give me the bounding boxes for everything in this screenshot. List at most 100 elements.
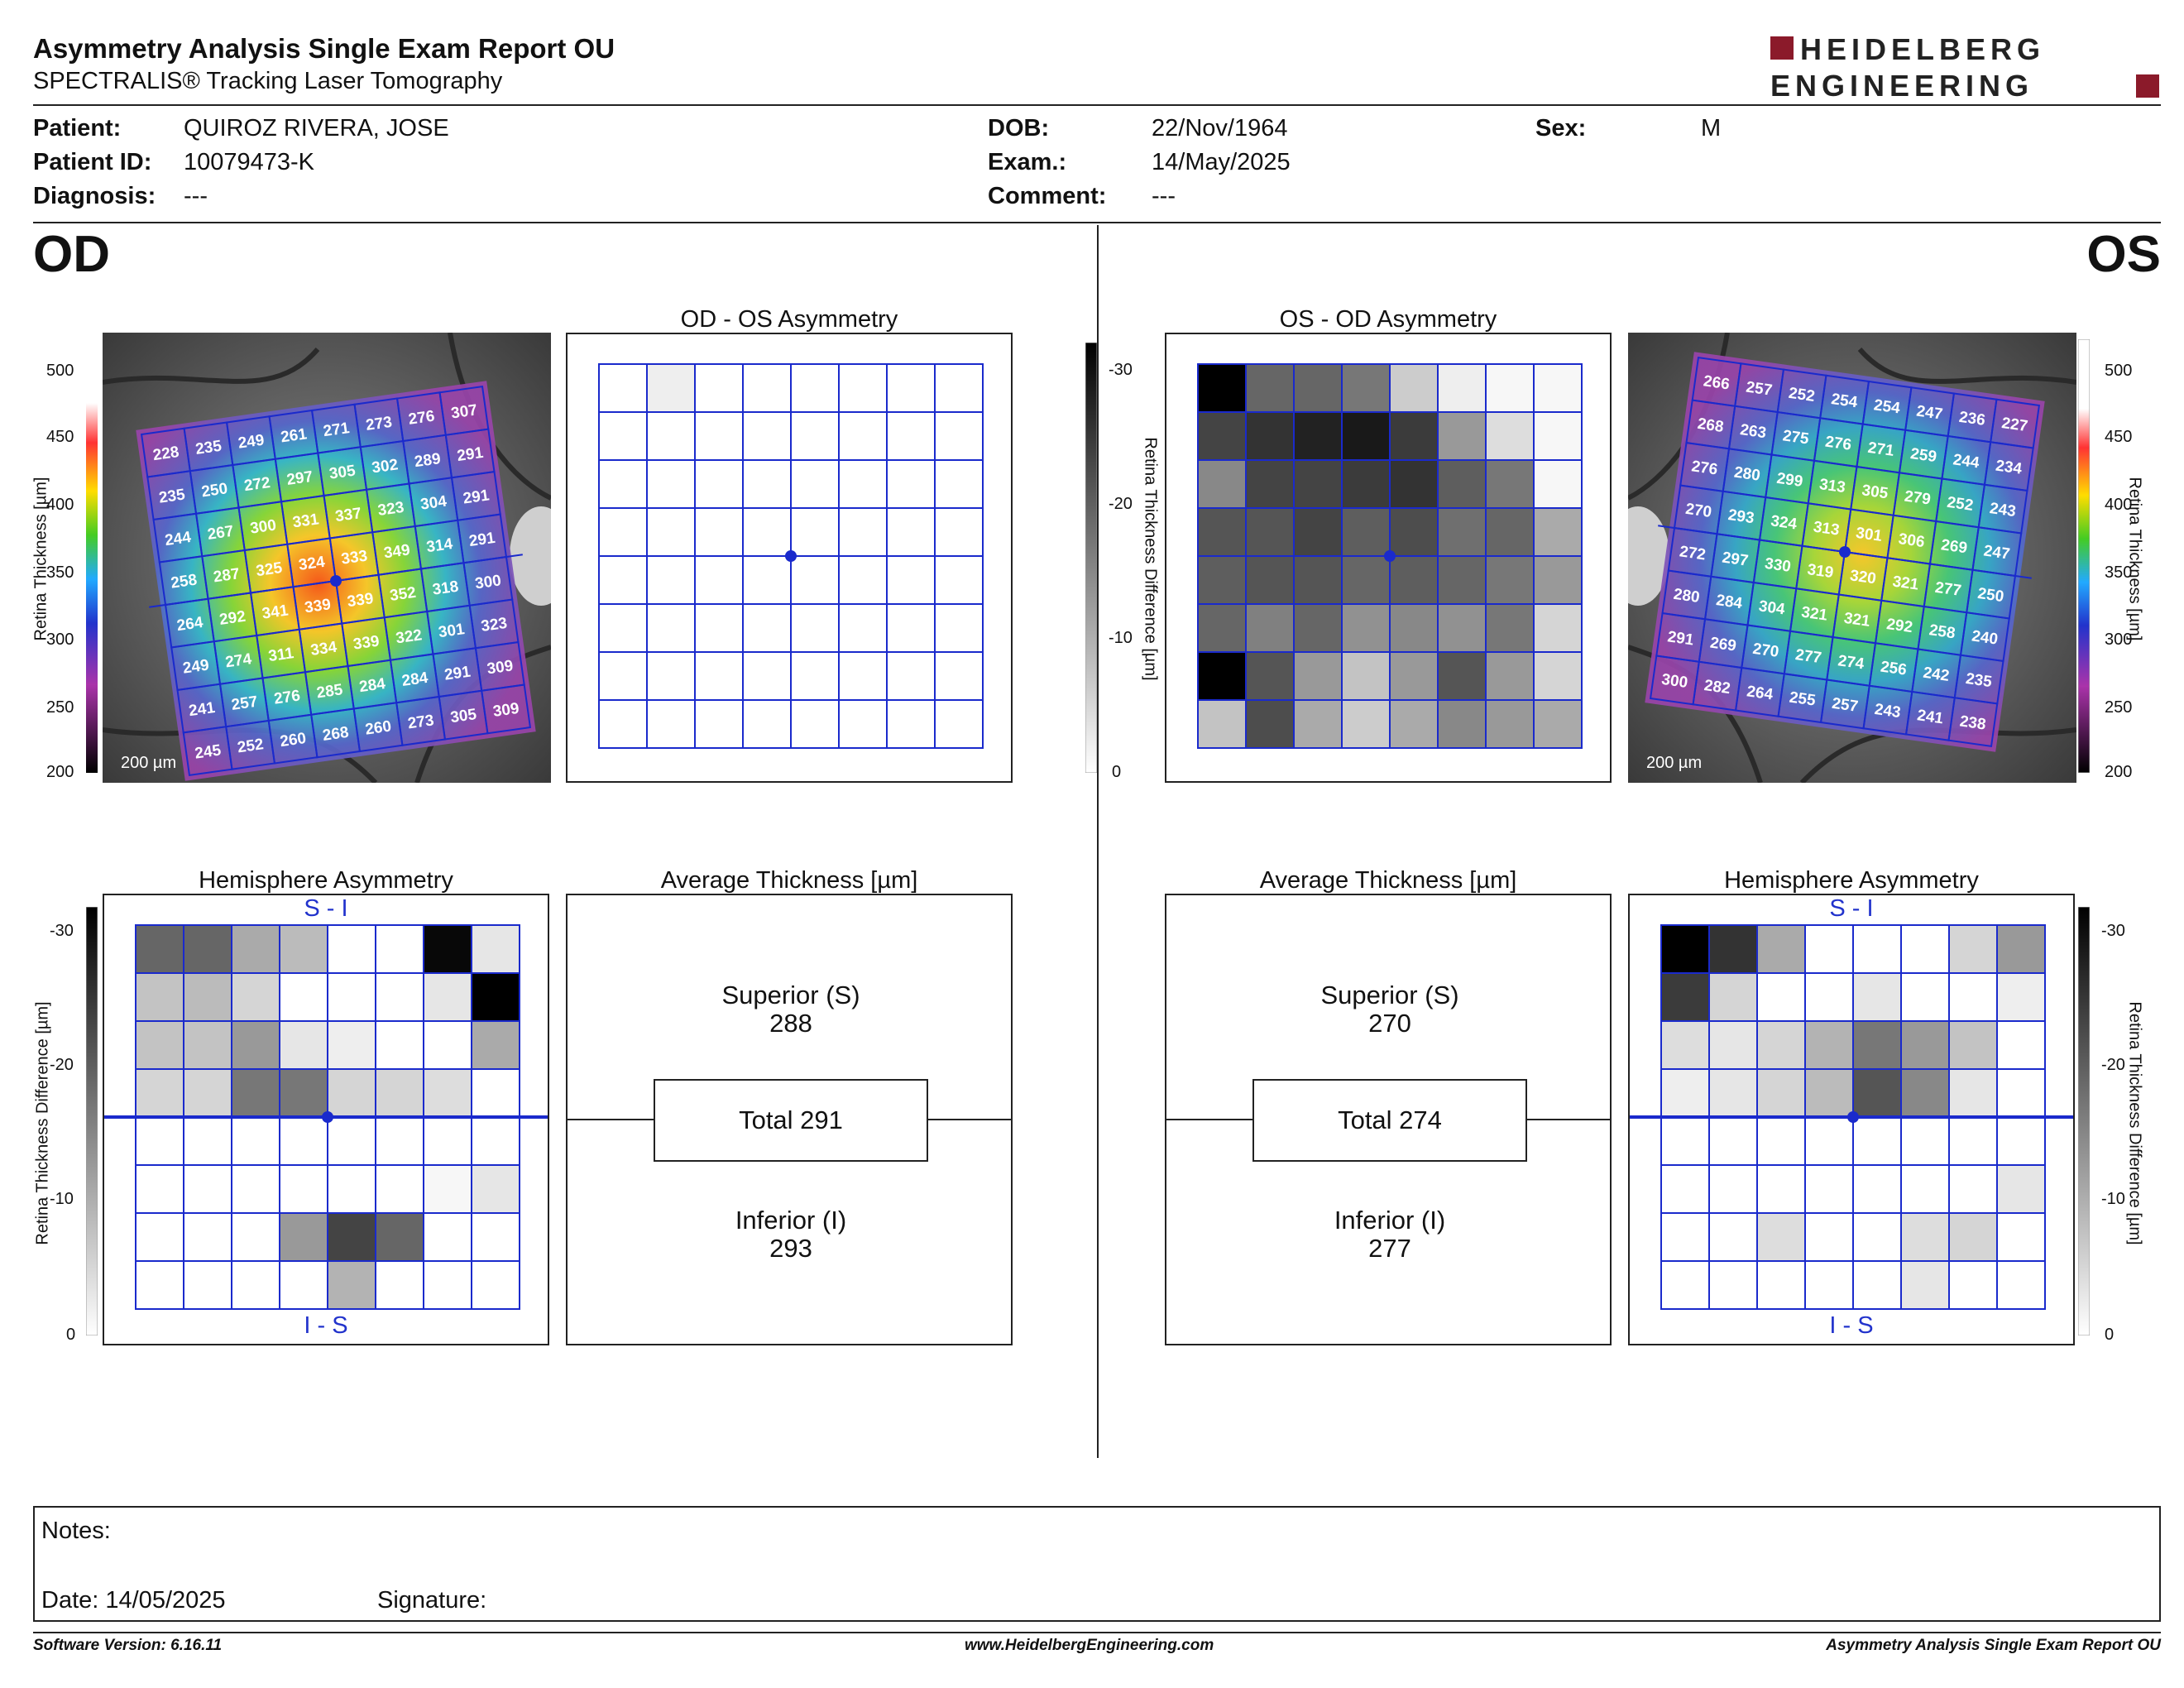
os-hemi-cell <box>1756 1068 1806 1118</box>
od-asym-cell <box>646 507 696 557</box>
od-asym-cell <box>934 507 984 557</box>
od-hemi-cell <box>135 1116 184 1166</box>
od-thickness-value: 309 <box>486 657 514 678</box>
od-asym-cell <box>886 555 936 605</box>
od-asym-cell <box>838 699 888 749</box>
od-asym-cell <box>886 651 936 701</box>
od-asym-cell <box>742 411 792 461</box>
od-thickness-value: 276 <box>273 687 301 707</box>
report-subtitle: SPECTRALIS® Tracking Laser Tomography <box>33 68 503 94</box>
os-asym-cell <box>1485 507 1535 557</box>
tick-label: 350 <box>2105 563 2133 582</box>
tick-label: 400 <box>46 496 74 514</box>
tick-label: 0 <box>66 1326 76 1344</box>
os-avg-panel: Superior (S) 270 Total 274 Inferior (I) … <box>1165 894 1612 1345</box>
os-fundus-thickness-map: 266 257 252 254 254 247 236 227 268 263 275 276 271 2… <box>1628 333 2076 783</box>
os-asym-cell <box>1245 459 1295 509</box>
os-asym-cell <box>1341 507 1391 557</box>
od-thickness-value: 337 <box>334 505 362 525</box>
notes-box: Notes: Date: 14/05/2025 Signature: <box>33 1506 2161 1622</box>
od-asym-cell <box>838 555 888 605</box>
os-asym-cell <box>1197 507 1247 557</box>
od-asym-cell <box>598 699 648 749</box>
tick-label: 200 <box>2105 763 2133 781</box>
os-thickness-value: 277 <box>1794 646 1822 667</box>
od-asym-cell <box>790 699 840 749</box>
od-hemi-cell <box>231 924 280 974</box>
os-thickness-value: 319 <box>1806 561 1834 582</box>
tick-label: -20 <box>2101 1056 2125 1074</box>
od-hemi-cell <box>471 1212 520 1262</box>
footer-report: Asymmetry Analysis Single Exam Report OU <box>1826 1637 2161 1654</box>
od-hemi-cell <box>327 1260 376 1310</box>
od-hemi-cell <box>231 1116 280 1166</box>
os-thickness-value: 238 <box>1959 712 1987 733</box>
os-asym-cell <box>1293 603 1343 653</box>
od-thickness-axis-label: Retina Thickness [µm] <box>31 477 50 641</box>
tick-label: -10 <box>1109 629 1133 647</box>
os-asym-cell <box>1197 699 1247 749</box>
od-hemi-cell <box>327 1020 376 1070</box>
os-thickness-axis-label: Retina Thickness [µm] <box>2125 477 2144 641</box>
os-hemi-cell <box>1708 1260 1758 1310</box>
od-asym-fovea-marker <box>785 550 797 562</box>
os-hemi-cell <box>1948 1212 1998 1262</box>
od-asym-cell <box>790 507 840 557</box>
od-hemi-cell <box>423 1116 472 1166</box>
os-thickness-value: 258 <box>1928 621 1956 642</box>
os-asym-cell <box>1437 363 1487 413</box>
od-thickness-value: 257 <box>230 693 258 714</box>
os-hemi-cell <box>1948 1068 1998 1118</box>
os-hemi-cell <box>1804 1260 1854 1310</box>
od-thickness-value: 324 <box>298 554 327 574</box>
os-hemi-colorbar <box>2077 906 2091 1336</box>
od-hemi-cell <box>279 1164 328 1214</box>
tick-label: -20 <box>1109 495 1133 513</box>
os-thickness-value: 297 <box>1721 549 1749 570</box>
os-hemi-cell <box>1996 1116 2046 1166</box>
od-hemi-cell <box>279 1068 328 1118</box>
od-asym-cell <box>646 363 696 413</box>
od-thickness-value: 301 <box>438 621 467 641</box>
od-hemi-cell <box>471 1260 520 1310</box>
os-thickness-value: 324 <box>1770 512 1798 533</box>
os-hemi-cell <box>1708 972 1758 1022</box>
os-thickness-value: 272 <box>1679 543 1707 563</box>
od-thickness-value: 339 <box>346 590 374 611</box>
os-asym-fovea-marker <box>1384 550 1396 562</box>
os-asym-cell <box>1533 459 1583 509</box>
od-asym-cell <box>694 411 744 461</box>
os-thickness-value: 321 <box>1891 573 1920 593</box>
os-asym-cell <box>1533 363 1583 413</box>
od-hemi-cell <box>135 1164 184 1214</box>
od-asym-cell <box>934 555 984 605</box>
od-thickness-value: 322 <box>395 626 423 647</box>
os-hemi-cell <box>1948 1020 1998 1070</box>
os-hemi-cell <box>1852 1164 1902 1214</box>
od-thickness-value: 235 <box>194 438 223 458</box>
os-hemi-title: Hemisphere Asymmetry <box>1724 867 1979 894</box>
od-thickness-value: 291 <box>443 663 472 683</box>
od-hemi-fovea-marker <box>322 1111 333 1123</box>
os-thickness-value: 299 <box>1775 470 1803 491</box>
os-asym-cell <box>1197 459 1247 509</box>
footer-website[interactable]: www.HeidelbergEngineering.com <box>965 1637 1214 1654</box>
os-asym-cell <box>1341 411 1391 461</box>
os-thickness-value: 264 <box>1746 683 1774 703</box>
od-superior-value: 288 <box>769 1009 812 1038</box>
os-thickness-value: 236 <box>1958 409 1986 429</box>
tick-label: -10 <box>2101 1190 2125 1208</box>
signature-label: Signature: <box>377 1587 487 1614</box>
od-hemi-cell <box>183 924 232 974</box>
os-asym-cell <box>1197 555 1247 605</box>
od-thickness-value: 252 <box>237 736 265 756</box>
os-thickness-value: 243 <box>1989 500 2017 520</box>
os-si-bottom-label: I - S <box>1829 1312 1874 1339</box>
dob-value: 22/Nov/1964 <box>1152 115 1288 141</box>
diagnosis-value: --- <box>184 183 208 209</box>
od-hemi-cell <box>471 1116 520 1166</box>
od-thickness-value: 331 <box>291 511 320 531</box>
os-thickness-value: 284 <box>1715 592 1744 612</box>
os-eye-label: OS <box>2086 226 2161 283</box>
patient-name: QUIROZ RIVERA, JOSE <box>184 115 449 141</box>
